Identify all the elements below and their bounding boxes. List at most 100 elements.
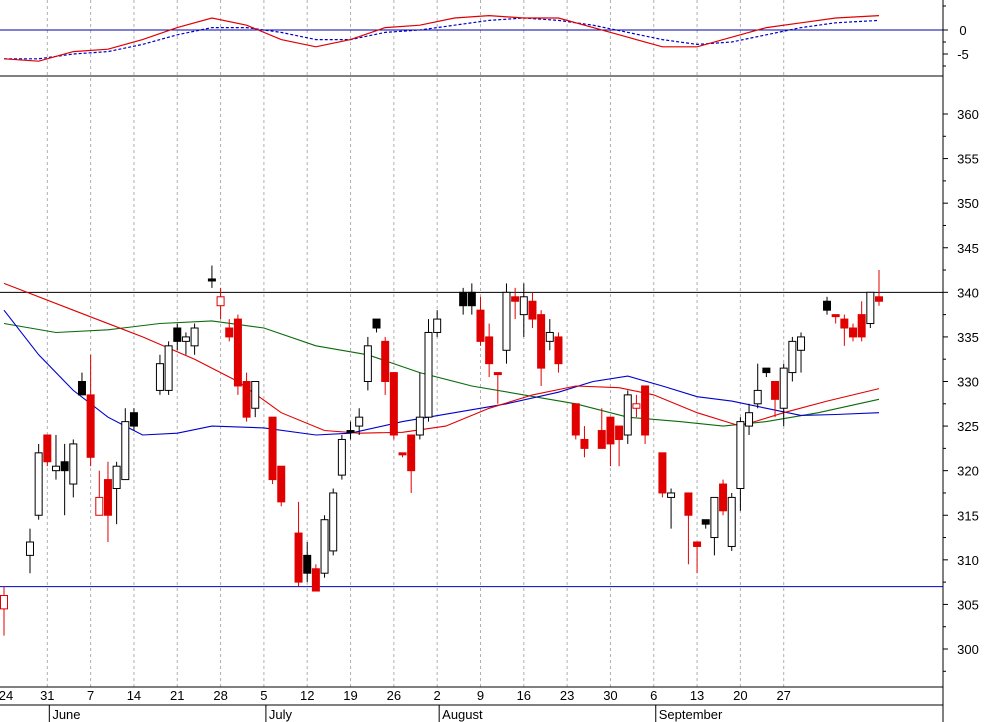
candlestick: [528, 292, 537, 328]
candlestick: [788, 336, 797, 382]
candlestick: [641, 385, 650, 444]
candle-body: [398, 452, 407, 456]
candle-body: [173, 327, 182, 342]
candlestick: [95, 470, 104, 516]
candlestick: [164, 341, 173, 395]
candlestick: [476, 296, 485, 346]
candle-body: [329, 492, 338, 552]
x-day-label: 27: [776, 688, 790, 703]
candlestick: [571, 403, 580, 440]
candlestick: [320, 515, 329, 578]
candle-body: [294, 532, 303, 583]
candlestick: [710, 496, 719, 556]
candlestick: [181, 332, 190, 355]
candlestick: [329, 488, 338, 556]
candle-body: [545, 331, 554, 342]
candle-body: [606, 416, 615, 445]
candle-body: [493, 372, 502, 376]
candlestick: [242, 372, 251, 422]
candle-body: [623, 394, 632, 436]
candlestick: [415, 372, 424, 440]
candle-body: [216, 296, 225, 307]
candle-body: [60, 461, 69, 472]
candlestick: [753, 363, 762, 409]
candle-body: [779, 367, 788, 409]
candlestick: [311, 564, 320, 592]
grid-lines: [0, 0, 943, 687]
candle-body: [615, 425, 624, 440]
x-day-label: 9: [477, 688, 484, 703]
candlestick: [693, 541, 702, 574]
candlestick: [831, 314, 840, 324]
candlestick: [233, 314, 242, 395]
candlestick: [173, 323, 182, 351]
candlestick: [389, 372, 398, 440]
candle-body: [51, 465, 60, 472]
x-day-label: 5: [260, 688, 267, 703]
candlestick: [355, 408, 364, 435]
candle-body: [866, 291, 875, 325]
candle-body: [753, 389, 762, 405]
candlestick: [407, 434, 416, 493]
candle-body: [875, 296, 883, 302]
candlestick: [719, 479, 728, 516]
candle-body: [459, 291, 468, 307]
candlestick: [207, 265, 216, 288]
x-month-label: July: [269, 707, 293, 722]
oscillator-tick-label: 0: [959, 23, 966, 38]
x-month-label: September: [659, 707, 723, 722]
candlestick: [485, 323, 494, 378]
x-day-label: 13: [690, 688, 704, 703]
candle-body: [103, 479, 112, 516]
candle-body: [597, 430, 606, 449]
candle-body: [86, 394, 95, 458]
moving-average-mid-line: [3, 320, 880, 427]
candlestick: [294, 501, 303, 587]
candle-body: [363, 345, 372, 383]
candlestick: [337, 435, 346, 480]
x-day-label: 21: [170, 688, 184, 703]
candlestick: [372, 318, 381, 333]
candle-body: [0, 595, 8, 610]
price-tick-label: 305: [957, 597, 979, 612]
candle-body: [34, 452, 43, 516]
x-day-label: 23: [560, 688, 574, 703]
candlestick: [745, 403, 754, 435]
x-day-label: 28: [213, 688, 227, 703]
candlestick: [606, 416, 615, 467]
x-day-label: 12: [300, 688, 314, 703]
chart-frame: [0, 0, 944, 722]
price-tick-label: 310: [957, 553, 979, 568]
candle-body: [701, 519, 710, 525]
candlestick: [25, 528, 34, 574]
candlestick: [736, 417, 745, 511]
candle-body: [77, 381, 86, 396]
oscillator-tick-label: -5: [957, 47, 969, 62]
candle-body: [320, 519, 329, 574]
candle-body: [129, 412, 138, 427]
candlestick: [277, 465, 286, 507]
price-tick-label: 345: [957, 241, 979, 256]
x-month-label: June: [52, 707, 80, 722]
candlestick: [398, 452, 407, 458]
candlestick: [103, 461, 112, 542]
candlestick: [467, 283, 476, 315]
candle-body: [251, 381, 260, 409]
x-day-label: 14: [127, 688, 141, 703]
candle-body: [719, 483, 728, 512]
candlestick: [51, 435, 60, 480]
candle-body: [415, 416, 424, 436]
price-tick-label: 360: [957, 107, 979, 122]
candlestick: [86, 354, 95, 467]
x-day-label: 20: [733, 688, 747, 703]
candle-body: [337, 438, 346, 476]
candlestick: [519, 283, 528, 337]
candlestick: [545, 319, 554, 351]
oscillator-signal-line: [4, 17, 880, 60]
candle-body: [762, 367, 771, 374]
price-tick-label: 320: [957, 464, 979, 479]
candle-body: [424, 331, 433, 418]
candlestick: [346, 421, 355, 440]
price-tick-label: 350: [957, 196, 979, 211]
candlestick: [459, 287, 468, 315]
